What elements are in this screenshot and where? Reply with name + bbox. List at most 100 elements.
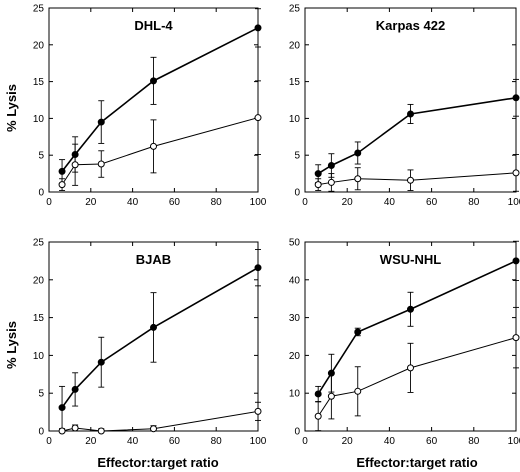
x-tick-label: 80 bbox=[211, 197, 223, 208]
data-point-open bbox=[97, 427, 105, 435]
data-point-open bbox=[58, 181, 66, 189]
y-tick-label: 20 bbox=[289, 351, 301, 362]
data-point-filled bbox=[512, 257, 520, 265]
y-tick-label: 20 bbox=[33, 40, 45, 51]
x-tick-label: 100 bbox=[250, 197, 267, 208]
panel-wsu-nhl: 0 20 40 60 80 100 0 10 20 30 40 50 WSU-NHL bbox=[289, 238, 520, 448]
y-tick-label: 0 bbox=[294, 427, 300, 438]
y-tick-label: 20 bbox=[33, 275, 45, 286]
data-point-open bbox=[254, 407, 262, 415]
data-point-open bbox=[327, 178, 335, 186]
y-tick-label: 5 bbox=[38, 389, 44, 400]
x-tick-label: 100 bbox=[508, 197, 520, 208]
x-tick-label: 40 bbox=[127, 197, 139, 208]
data-point-open bbox=[327, 392, 335, 400]
x-tick-label: 80 bbox=[468, 436, 480, 447]
series-line-filled bbox=[317, 97, 517, 175]
y-tick-label: 15 bbox=[33, 77, 45, 88]
data-point-filled bbox=[354, 149, 362, 157]
x-tick-label: 100 bbox=[250, 436, 267, 447]
x-tick-label: 40 bbox=[384, 436, 396, 447]
y-tick-label: 0 bbox=[38, 188, 44, 199]
data-point-filled bbox=[97, 358, 105, 366]
data-point-open bbox=[314, 412, 322, 420]
y-tick-label: 10 bbox=[289, 114, 301, 125]
data-point-filled bbox=[150, 323, 157, 331]
series-line-open bbox=[317, 337, 517, 417]
data-point-open bbox=[512, 169, 520, 177]
x-axis-title-left: Effector:target ratio bbox=[97, 455, 218, 470]
x-tick-label: 100 bbox=[508, 436, 520, 447]
x-tick-label: 20 bbox=[85, 436, 97, 447]
plot-frame bbox=[304, 7, 517, 193]
y-tick-label: 25 bbox=[33, 4, 45, 15]
y-tick-label: 5 bbox=[38, 151, 44, 162]
x-tick-label: 20 bbox=[342, 436, 354, 447]
y-axis-title-top: % Lysis bbox=[4, 84, 19, 132]
data-point-open bbox=[354, 175, 362, 183]
data-point-open bbox=[71, 161, 79, 169]
data-point-filled bbox=[71, 385, 79, 393]
panel-bjab: 0 20 40 60 80 100 0 5 10 15 20 25 BJAB bbox=[33, 238, 267, 448]
y-axis-title-bottom: % Lysis bbox=[4, 321, 19, 369]
data-point-filled bbox=[58, 404, 66, 412]
x-tick-label: 60 bbox=[169, 436, 181, 447]
data-point-open bbox=[150, 142, 157, 150]
series-line-filled bbox=[61, 27, 259, 172]
data-point-filled bbox=[254, 24, 262, 32]
x-tick-label: 0 bbox=[46, 197, 52, 208]
data-point-filled bbox=[407, 110, 414, 118]
data-point-open bbox=[254, 114, 262, 122]
y-tick-label: 20 bbox=[289, 40, 301, 51]
x-tick-label: 0 bbox=[46, 436, 52, 447]
series-line-filled bbox=[317, 260, 517, 395]
x-tick-label: 80 bbox=[468, 197, 480, 208]
data-point-open bbox=[354, 387, 362, 395]
y-tick-label: 50 bbox=[289, 238, 301, 249]
series-line-open bbox=[318, 172, 517, 186]
data-point-filled bbox=[314, 170, 322, 178]
data-point-filled bbox=[58, 167, 66, 175]
x-tick-label: 0 bbox=[302, 197, 308, 208]
y-tick-label: 15 bbox=[289, 77, 301, 88]
y-tick-label: 10 bbox=[33, 114, 45, 125]
panel-title: Karpas 422 bbox=[376, 18, 445, 33]
x-tick-label: 40 bbox=[384, 197, 396, 208]
x-tick-label: 60 bbox=[169, 197, 181, 208]
data-point-filled bbox=[314, 390, 322, 398]
panel-dhl4: 0 20 40 60 80 100 0 5 10 15 20 25 DHL-4 bbox=[33, 4, 267, 209]
data-point-filled bbox=[150, 77, 157, 85]
data-point-filled bbox=[354, 328, 362, 336]
x-tick-label: 60 bbox=[426, 197, 438, 208]
plot-frame bbox=[304, 241, 517, 432]
y-tick-label: 15 bbox=[33, 313, 45, 324]
x-tick-label: 20 bbox=[342, 197, 354, 208]
chart-panels: 0204060801000510152025DHL-40204060801000… bbox=[33, 4, 520, 448]
y-tick-label: 0 bbox=[38, 427, 44, 438]
series-line-filled bbox=[61, 267, 259, 409]
panel-title: BJAB bbox=[136, 252, 171, 267]
y-tick-label: 25 bbox=[33, 238, 45, 249]
y-tick-label: 40 bbox=[289, 275, 301, 286]
data-point-filled bbox=[327, 162, 335, 170]
data-point-open bbox=[71, 424, 79, 432]
series-line-open bbox=[61, 117, 259, 185]
y-tick-label: 10 bbox=[33, 351, 45, 362]
data-point-open bbox=[150, 425, 157, 433]
data-point-filled bbox=[407, 305, 414, 313]
x-tick-label: 0 bbox=[302, 436, 308, 447]
data-point-open bbox=[97, 160, 105, 168]
x-axis-title-right: Effector:target ratio bbox=[356, 455, 477, 470]
x-tick-label: 80 bbox=[211, 436, 223, 447]
data-point-open bbox=[58, 427, 66, 435]
x-tick-label: 60 bbox=[426, 436, 438, 447]
x-tick-label: 20 bbox=[85, 197, 97, 208]
data-point-open bbox=[512, 334, 520, 342]
data-point-open bbox=[407, 176, 414, 184]
y-tick-label: 0 bbox=[294, 188, 300, 199]
panel-karpas422: 0 20 40 60 80 100 0 5 10 15 20 25 Karpas 422 bbox=[289, 4, 520, 209]
x-tick-label: 40 bbox=[127, 436, 139, 447]
y-tick-label: 30 bbox=[289, 313, 301, 324]
y-tick-label: 5 bbox=[294, 151, 300, 162]
